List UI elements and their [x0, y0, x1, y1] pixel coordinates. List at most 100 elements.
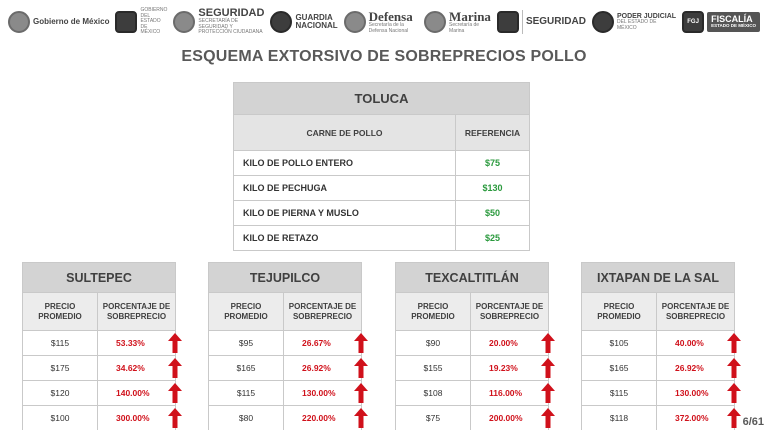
arrow-up-icon: [726, 357, 742, 379]
arrow-up-icon: [726, 332, 742, 354]
product-label: KILO DE POLLO ENTERO: [233, 150, 456, 176]
table-row: $115 53.33%: [22, 330, 182, 356]
average-price: $165: [208, 355, 284, 381]
logo-gobierno-mexico: Gobierno de México: [8, 11, 109, 33]
overprice-cell: 200.00%: [470, 405, 555, 430]
table-row: $115 130.00%: [208, 380, 368, 406]
table-row: $118 372.00%: [581, 405, 741, 430]
logo-guardia-nacional: GUARDIA NACIONAL: [270, 11, 338, 33]
column-header-product: CARNE DE POLLO: [233, 114, 456, 151]
municipality-table-texcaltitl-n: TEXCALTITLÁN PRECIO PROMEDIO PORCENTAJE DE…: [395, 262, 555, 430]
table-caption: IXTAPAN DE LA SAL: [581, 262, 735, 293]
overprice-percentage: 20.00%: [489, 338, 518, 348]
table-row: KILO DE POLLO ENTERO $75: [233, 150, 530, 176]
average-price: $165: [581, 355, 657, 381]
product-label: KILO DE PECHUGA: [233, 175, 456, 201]
overprice-cell: 372.00%: [656, 405, 741, 430]
average-price: $95: [208, 330, 284, 356]
state-emblem-icon: [115, 11, 138, 33]
overprice-percentage: 26.92%: [302, 363, 331, 373]
toluca-reference-table: TOLUCA CARNE DE POLLO REFERENCIA KILO DE…: [233, 82, 530, 251]
overprice-cell: 140.00%: [97, 380, 182, 406]
institution-logo-bar: Gobierno de México GOBIERNO DEL ESTADO D…: [0, 0, 768, 44]
average-price: $115: [581, 380, 657, 406]
logo-seguridad-estatal: SEGURIDAD: [496, 10, 586, 34]
table-caption: SULTEPEC: [22, 262, 176, 293]
table-row: KILO DE RETAZO $25: [233, 225, 530, 251]
logo-divider: [521, 10, 523, 34]
table-row: $95 26.67%: [208, 330, 368, 356]
table-row: $120 140.00%: [22, 380, 182, 406]
logo-defensa: Defensa Secretaría de la Defensa Naciona…: [343, 10, 418, 34]
table-caption: TEXCALTITLÁN: [395, 262, 549, 293]
overprice-percentage: 34.62%: [116, 363, 145, 373]
overprice-cell: 220.00%: [283, 405, 368, 430]
reference-price: $50: [455, 200, 530, 226]
reference-price: $25: [455, 225, 530, 251]
product-label: KILO DE RETAZO: [233, 225, 456, 251]
table-row: $155 19.23%: [395, 355, 555, 381]
logo-marina: Marina Secretaría de Marina: [424, 10, 491, 34]
table-row: $100 300.00%: [22, 405, 182, 430]
column-header-price: PRECIO PROMEDIO: [395, 292, 471, 331]
logo-fiscalia: FGJ FISCALÍA ESTADO DE MÉXICO: [682, 11, 760, 33]
arrow-up-icon: [167, 357, 183, 379]
overprice-cell: 26.67%: [283, 330, 368, 356]
overprice-cell: 53.33%: [97, 330, 182, 356]
table-row: KILO DE PIERNA Y MUSLO $50: [233, 200, 530, 226]
column-header-percentage: PORCENTAJE DE SOBREPRECIO: [97, 292, 176, 331]
overprice-percentage: 26.92%: [675, 363, 704, 373]
overprice-percentage: 116.00%: [489, 388, 523, 398]
table-row: $108 116.00%: [395, 380, 555, 406]
average-price: $105: [581, 330, 657, 356]
overprice-cell: 26.92%: [283, 355, 368, 381]
overprice-cell: 130.00%: [283, 380, 368, 406]
logo-estado-mexico: GOBIERNO DEL ESTADO DE MÉXICO: [115, 8, 167, 36]
average-price: $80: [208, 405, 284, 430]
average-price: $115: [208, 380, 284, 406]
arrow-up-icon: [167, 407, 183, 429]
column-header-percentage: PORCENTAJE DE SOBREPRECIO: [470, 292, 549, 331]
overprice-percentage: 26.67%: [302, 338, 331, 348]
overprice-percentage: 372.00%: [675, 413, 709, 423]
table-caption: TOLUCA: [233, 82, 530, 115]
arrow-up-icon: [540, 407, 556, 429]
table-row: $175 34.62%: [22, 355, 182, 381]
average-price: $118: [581, 405, 657, 430]
overprice-percentage: 53.33%: [116, 338, 145, 348]
eagle-seal-icon: [173, 11, 196, 33]
table-row: $165 26.92%: [208, 355, 368, 381]
logo-poder-judicial: PODER JUDICIAL DEL ESTADO DE MÉXICO: [591, 11, 676, 33]
column-header-reference: REFERENCIA: [455, 114, 530, 151]
column-header-price: PRECIO PROMEDIO: [208, 292, 284, 331]
arrow-up-icon: [353, 357, 369, 379]
overprice-percentage: 130.00%: [675, 388, 709, 398]
product-label: KILO DE PIERNA Y MUSLO: [233, 200, 456, 226]
arrow-up-icon: [353, 382, 369, 404]
judicial-emblem-icon: [591, 11, 614, 33]
municipality-table-sultepec: SULTEPEC PRECIO PROMEDIO PORCENTAJE DE SOB…: [22, 262, 182, 430]
arrow-up-icon: [353, 332, 369, 354]
eagle-badge-icon: [270, 11, 293, 33]
average-price: $175: [22, 355, 98, 381]
table-row: $75 200.00%: [395, 405, 555, 430]
table-row: $105 40.00%: [581, 330, 741, 356]
column-header-percentage: PORCENTAJE DE SOBREPRECIO: [656, 292, 735, 331]
table-row: $90 20.00%: [395, 330, 555, 356]
column-header-price: PRECIO PROMEDIO: [22, 292, 98, 331]
arrow-up-icon: [540, 332, 556, 354]
page-number: 6/61: [742, 416, 764, 428]
overprice-percentage: 300.00%: [116, 413, 150, 423]
overprice-cell: 26.92%: [656, 355, 741, 381]
overprice-cell: 130.00%: [656, 380, 741, 406]
overprice-cell: 34.62%: [97, 355, 182, 381]
table-row: $80 220.00%: [208, 405, 368, 430]
overprice-cell: 300.00%: [97, 405, 182, 430]
average-price: $90: [395, 330, 471, 356]
column-header-price: PRECIO PROMEDIO: [581, 292, 657, 331]
fiscalia-label: FISCALÍA ESTADO DE MÉXICO: [707, 12, 760, 32]
overprice-percentage: 140.00%: [116, 388, 150, 398]
average-price: $75: [395, 405, 471, 430]
arrow-up-icon: [353, 407, 369, 429]
overprice-percentage: 19.23%: [489, 363, 518, 373]
